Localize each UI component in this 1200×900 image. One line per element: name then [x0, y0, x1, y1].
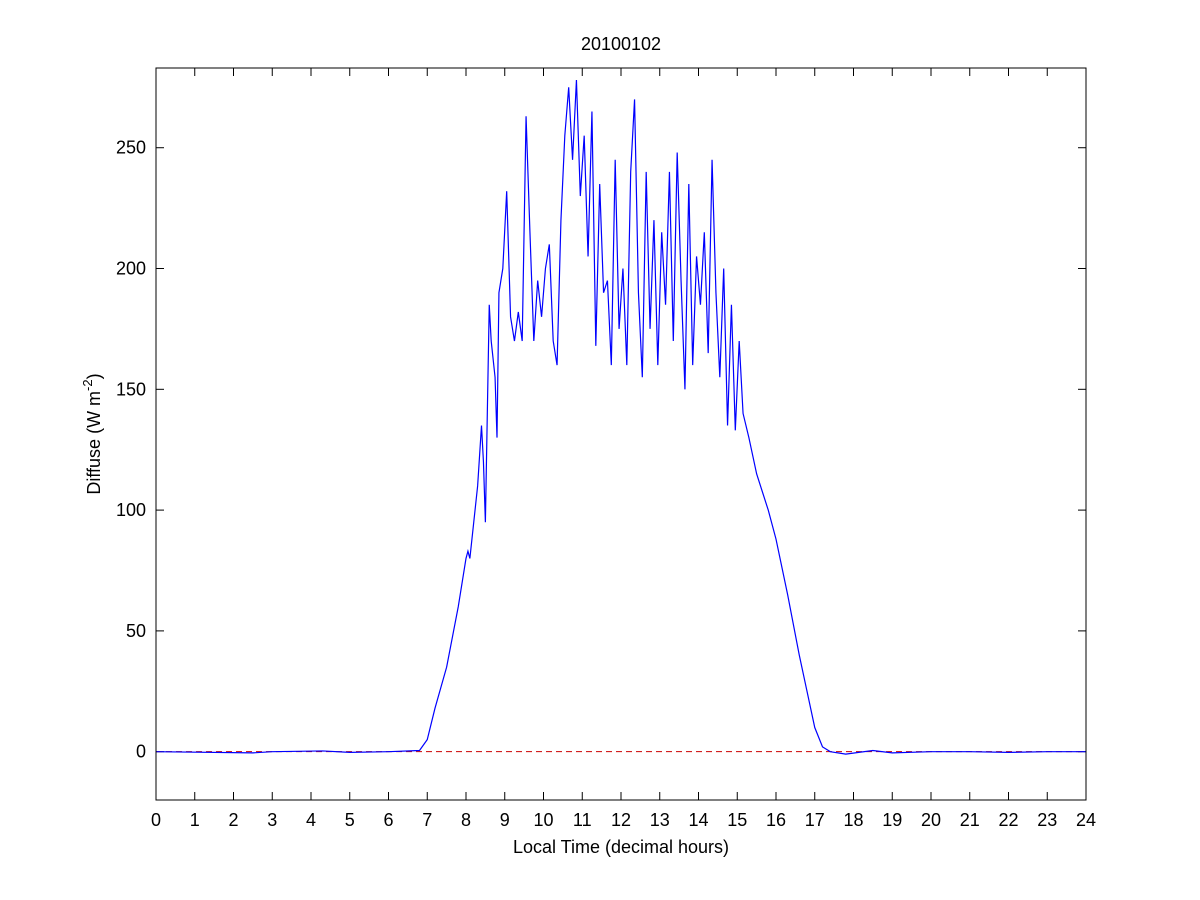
- x-tick-label: 24: [1076, 810, 1096, 830]
- x-tick-label: 21: [960, 810, 980, 830]
- x-tick-label: 23: [1037, 810, 1057, 830]
- y-label-text: Diffuse (W m: [84, 391, 104, 495]
- y-tick-label: 0: [136, 742, 146, 762]
- chart-title: 20100102: [581, 34, 661, 54]
- y-tick-label: 100: [116, 500, 146, 520]
- x-tick-label: 18: [843, 810, 863, 830]
- plot-frame: [155, 67, 1087, 801]
- x-tick-label: 20: [921, 810, 941, 830]
- x-tick-label: 2: [228, 810, 238, 830]
- x-tick-label: 15: [727, 810, 747, 830]
- x-tick-label: 3: [267, 810, 277, 830]
- x-tick-label: 19: [882, 810, 902, 830]
- x-tick-label: 16: [766, 810, 786, 830]
- x-tick-label: 4: [306, 810, 316, 830]
- y-axis-label: Diffuse (W m-2): [80, 373, 104, 494]
- x-tick-label: 11: [573, 810, 592, 830]
- x-tick-label: 8: [461, 810, 471, 830]
- x-tick-label: 13: [650, 810, 670, 830]
- x-tick-label: 6: [383, 810, 393, 830]
- y-label-suffix: ): [84, 373, 104, 379]
- x-tick-label: 10: [533, 810, 553, 830]
- x-tick-label: 7: [422, 810, 432, 830]
- y-label-sup: -2: [80, 379, 95, 391]
- x-tick-label: 12: [611, 810, 631, 830]
- x-tick-label: 1: [190, 810, 200, 830]
- y-tick-label: 200: [116, 259, 146, 279]
- x-tick-label: 5: [345, 810, 355, 830]
- x-tick-label: 17: [805, 810, 825, 830]
- x-tick-label: 9: [500, 810, 510, 830]
- x-axis-label: Local Time (decimal hours): [513, 837, 729, 857]
- y-tick-label: 50: [126, 621, 146, 641]
- data-line: [155, 80, 1086, 755]
- x-tick-label: 22: [998, 810, 1018, 830]
- y-tick-label: 150: [116, 379, 146, 399]
- x-tick-label: 14: [688, 810, 708, 830]
- x-tick-label: 0: [151, 810, 161, 830]
- y-tick-label: 250: [116, 138, 146, 158]
